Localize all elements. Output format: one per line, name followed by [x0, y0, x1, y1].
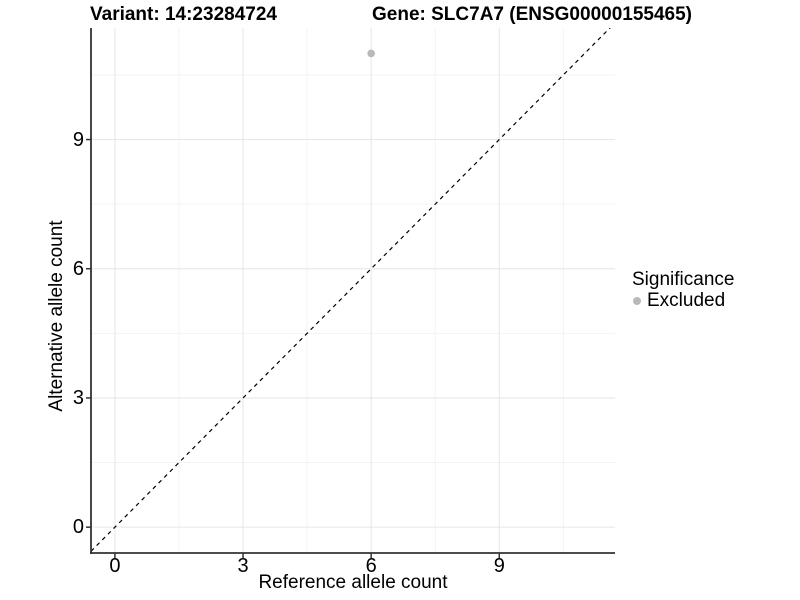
y-tick-label: 0 — [72, 516, 84, 539]
y-axis-title: Alternative allele count — [46, 220, 67, 412]
legend-item-label: Excluded — [647, 290, 726, 311]
x-axis-title: Reference allele count — [258, 572, 448, 593]
plot-title-gene: Gene: SLC7A7 (ENSG00000155465) — [372, 4, 692, 25]
legend-point-icon — [633, 296, 641, 305]
y-tick-label: 6 — [72, 257, 84, 280]
legend-item: Excluded — [632, 290, 734, 311]
plot-title-variant: Variant: 14:23284724 — [90, 4, 277, 25]
legend-title: Significance — [632, 269, 735, 290]
x-tick-label: 0 — [109, 555, 121, 577]
legend: Significance Excluded — [632, 269, 734, 311]
legend-items: Excluded — [632, 290, 734, 311]
x-tick-label: 6 — [365, 555, 377, 577]
x-tick-label: 3 — [237, 555, 249, 577]
data-point — [367, 49, 375, 58]
x-tick-label: 9 — [493, 555, 505, 577]
y-tick-label: 3 — [72, 386, 84, 409]
identity-reference-line — [91, 28, 611, 552]
y-tick-label: 9 — [72, 128, 84, 151]
